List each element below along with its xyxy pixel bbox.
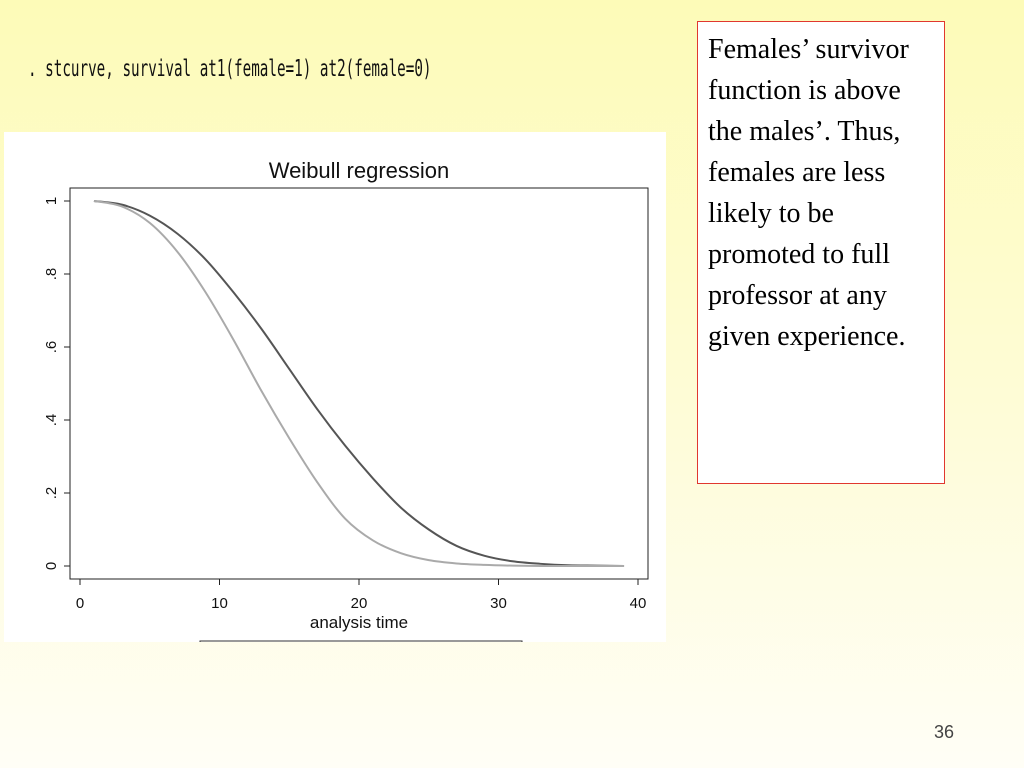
y-tick-label: 1 bbox=[43, 197, 60, 205]
note-box: Females’ survivor function is above the … bbox=[697, 21, 945, 484]
x-tick-label: 30 bbox=[490, 595, 507, 612]
stata-command: . stcurve, survival at1(female=1) at2(fe… bbox=[28, 56, 432, 82]
y-tick-label: 0 bbox=[43, 562, 60, 570]
y-tick-label: .8 bbox=[43, 268, 60, 281]
x-axis: 0 10 20 30 40 bbox=[76, 579, 647, 612]
series-line-female-0 bbox=[93, 200, 625, 568]
plot-area-frame bbox=[69, 187, 649, 580]
y-tick-label: .2 bbox=[43, 487, 60, 500]
y-tick-label: .4 bbox=[43, 414, 60, 427]
x-tick-label: 20 bbox=[351, 595, 368, 612]
series-line-female-1 bbox=[93, 200, 625, 567]
x-tick-label: 10 bbox=[211, 595, 228, 612]
legend-box bbox=[199, 640, 523, 642]
y-axis: 0 .2 .4 .6 .8 1 bbox=[43, 197, 70, 570]
x-tick-label: 0 bbox=[76, 595, 84, 612]
chart-title: Weibull regression bbox=[269, 158, 450, 183]
series-layer bbox=[93, 200, 625, 568]
x-axis-label: analysis time bbox=[310, 613, 408, 632]
note-text: Females’ survivor function is above the … bbox=[708, 34, 909, 352]
y-tick-label: .6 bbox=[43, 341, 60, 354]
chart-panel: Weibull regression 0.2.4.6.8 1 0 10 20 30 40 … bbox=[4, 132, 666, 642]
x-tick-label: 40 bbox=[630, 595, 647, 612]
survival-chart: Weibull regression 0.2.4.6.81 0 10 20 30 40 … bbox=[43, 158, 649, 642]
legend: female=1female=0 bbox=[199, 640, 523, 642]
page-number: 36 bbox=[934, 722, 955, 742]
